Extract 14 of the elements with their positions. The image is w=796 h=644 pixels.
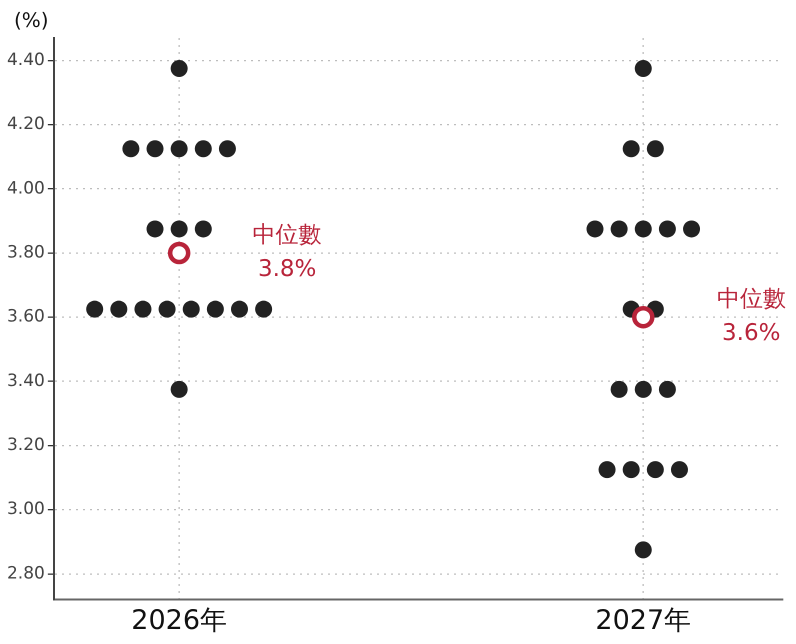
annotation: 中位數 3.8% xyxy=(252,222,322,282)
y-tick-label: 4.40 xyxy=(6,50,45,70)
y-tick-label: 4.20 xyxy=(6,114,45,134)
y-tick-label: 3.40 xyxy=(6,370,45,391)
y-tick-label: 2.80 xyxy=(6,563,45,584)
y-tick-label: 3.00 xyxy=(6,499,45,520)
y-tick-label: 3.20 xyxy=(6,434,45,455)
y-tick-label: 4.00 xyxy=(6,178,45,198)
x-tick-label: 2027年 xyxy=(595,604,692,636)
y-axis-title: (%) xyxy=(14,8,49,32)
y-tick-label: 3.60 xyxy=(6,306,45,327)
y-tick-label: 3.80 xyxy=(6,242,45,262)
annotation: 中位數 3.6% xyxy=(716,286,786,346)
x-tick-label: 2026年 xyxy=(131,604,228,636)
